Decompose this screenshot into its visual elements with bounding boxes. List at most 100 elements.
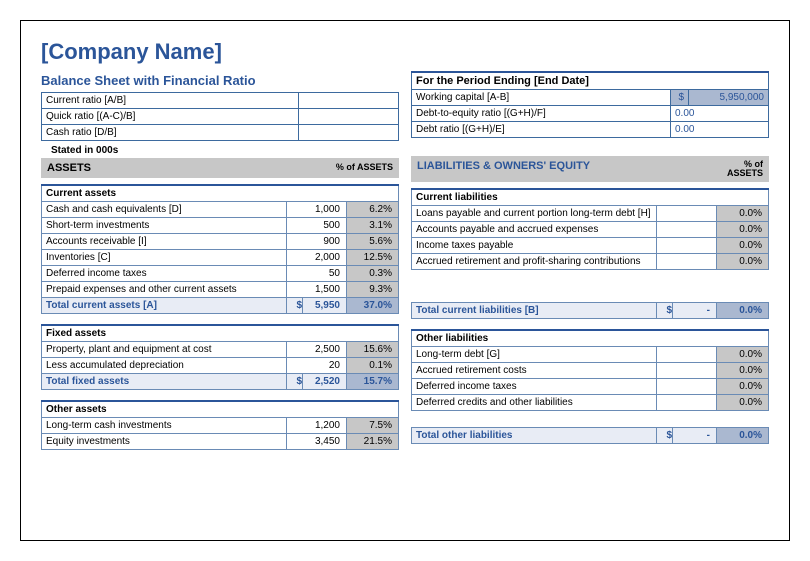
ol-total-pct: 0.0% [716, 428, 768, 443]
row-label: Less accumulated depreciation [42, 358, 286, 373]
row-value [656, 347, 716, 362]
row-pct: 0.0% [716, 222, 768, 237]
table-row: Accounts payable and accrued expenses 0.0… [411, 222, 769, 238]
table-row: Loans payable and current portion long-t… [411, 206, 769, 222]
table-row: Accrued retirement costs0.0% [411, 363, 769, 379]
other-liabilities-total-row: Total other liabilities $ - 0.0% [411, 427, 769, 444]
row-label: Long-term debt [G] [412, 347, 656, 362]
row-pct: 6.2% [346, 202, 398, 217]
debt-equity-value: 0.00 [671, 106, 769, 122]
current-liabilities-header: Current liabilities [411, 190, 769, 206]
row-value: 1,000 [286, 202, 346, 217]
row-value: 2,000 [286, 250, 346, 265]
ca-total-label: Total current assets [A] [42, 298, 286, 313]
row-pct: 0.0% [716, 347, 768, 362]
cash-ratio-label: Cash ratio [D/B] [42, 125, 299, 141]
pct-assets-label-right: % ofASSETS [685, 160, 763, 178]
cash-ratio-value [299, 125, 399, 141]
table-row: Income taxes payable0.0% [411, 238, 769, 254]
current-assets-header: Current assets [41, 186, 399, 202]
table-row: Less accumulated depreciation200.1% [41, 358, 399, 374]
row-pct: 0.0% [716, 254, 768, 269]
row-value: 50 [286, 266, 346, 281]
pct-assets-label: % of ASSETS [315, 162, 393, 174]
cl-total-value: - [672, 303, 716, 318]
table-row: Deferred income taxes500.3% [41, 266, 399, 282]
table-row: Short-term investments5003.1% [41, 218, 399, 234]
subtitle: Balance Sheet with Financial Ratio [41, 71, 399, 90]
row-value: 1,200 [286, 418, 346, 433]
table-row: Cash and cash equivalents [D]1,0006.2% [41, 202, 399, 218]
assets-title: ASSETS [47, 162, 315, 174]
row-value: 3,450 [286, 434, 346, 449]
table-row: Prepaid expenses and other current asset… [41, 282, 399, 298]
row-value: 900 [286, 234, 346, 249]
row-label: Inventories [C] [42, 250, 286, 265]
row-value: 2,500 [286, 342, 346, 357]
table-row: Property, plant and equipment at cost2,5… [41, 342, 399, 358]
row-label: Accounts receivable [I] [42, 234, 286, 249]
row-label: Accrued retirement and profit-sharing co… [412, 254, 656, 269]
row-value [656, 206, 716, 221]
quick-ratio-value [299, 109, 399, 125]
row-pct: 7.5% [346, 418, 398, 433]
left-column: Balance Sheet with Financial Ratio Curre… [41, 71, 399, 460]
fixed-assets-block: Fixed assets Property, plant and equipme… [41, 324, 399, 390]
working-capital-value: 5,950,000 [689, 90, 769, 106]
current-ratio-label: Current ratio [A/B] [42, 93, 299, 109]
row-pct: 0.0% [716, 379, 768, 394]
balance-sheet-page: [Company Name] Balance Sheet with Financ… [20, 20, 790, 541]
row-pct: 15.6% [346, 342, 398, 357]
stated-note: Stated in 000s [41, 141, 399, 158]
row-pct: 9.3% [346, 282, 398, 297]
row-pct: 5.6% [346, 234, 398, 249]
table-row: Deferred credits and other liabilities0.… [411, 395, 769, 411]
fa-total-value: 2,520 [302, 374, 346, 389]
fa-total-dollar: $ [286, 374, 302, 389]
ca-total-dollar: $ [286, 298, 302, 313]
debt-ratio-label: Debt ratio [(G+H)/E] [412, 122, 671, 138]
other-liabilities-header: Other liabilities [411, 331, 769, 347]
table-row: Inventories [C]2,00012.5% [41, 250, 399, 266]
fixed-assets-total-row: Total fixed assets $ 2,520 15.7% [41, 374, 399, 390]
cl-total-label: Total current liabilities [B] [412, 303, 656, 318]
ca-total-pct: 37.0% [346, 298, 398, 313]
fixed-assets-header: Fixed assets [41, 326, 399, 342]
assets-header: ASSETS % of ASSETS [41, 158, 399, 178]
row-label: Accrued retirement costs [412, 363, 656, 378]
ca-total-value: 5,950 [302, 298, 346, 313]
right-column: For the Period Ending [End Date] Working… [411, 71, 769, 460]
liabilities-title: LIABILITIES & OWNERS' EQUITY [417, 160, 685, 178]
row-value [656, 222, 716, 237]
row-pct: 0.0% [716, 206, 768, 221]
row-label: Long-term cash investments [42, 418, 286, 433]
table-row: Deferred income taxes 0.0% [411, 379, 769, 395]
period-header: For the Period Ending [End Date] [412, 72, 769, 90]
row-pct: 0.1% [346, 358, 398, 373]
row-label: Prepaid expenses and other current asset… [42, 282, 286, 297]
row-label: Income taxes payable [412, 238, 656, 253]
table-row: Long-term cash investments1,2007.5% [41, 418, 399, 434]
debt-ratio-value: 0.00 [671, 122, 769, 138]
table-row: Accounts receivable [I]9005.6% [41, 234, 399, 250]
period-table: For the Period Ending [End Date] Working… [411, 71, 769, 138]
row-value [656, 254, 716, 269]
fa-total-pct: 15.7% [346, 374, 398, 389]
ol-total-label: Total other liabilities [412, 428, 656, 443]
row-value [656, 379, 716, 394]
other-assets-header: Other assets [41, 402, 399, 418]
other-liabilities-block: Other liabilities Long-term debt [G] 0.0%… [411, 329, 769, 444]
row-label: Accounts payable and accrued expenses [412, 222, 656, 237]
working-capital-dollar: $ [671, 90, 689, 106]
row-pct: 0.3% [346, 266, 398, 281]
row-label: Deferred income taxes [412, 379, 656, 394]
current-liabilities-block: Current liabilities Loans payable and cu… [411, 188, 769, 319]
row-value [656, 238, 716, 253]
fa-total-label: Total fixed assets [42, 374, 286, 389]
row-label: Short-term investments [42, 218, 286, 233]
liabilities-header: LIABILITIES & OWNERS' EQUITY % ofASSETS [411, 156, 769, 182]
quick-ratio-label: Quick ratio [(A-C)/B] [42, 109, 299, 125]
debt-equity-label: Debt-to-equity ratio [(G+H)/F] [412, 106, 671, 122]
current-assets-block: Current assets Cash and cash equivalents… [41, 184, 399, 314]
row-label: Deferred credits and other liabilities [412, 395, 656, 410]
